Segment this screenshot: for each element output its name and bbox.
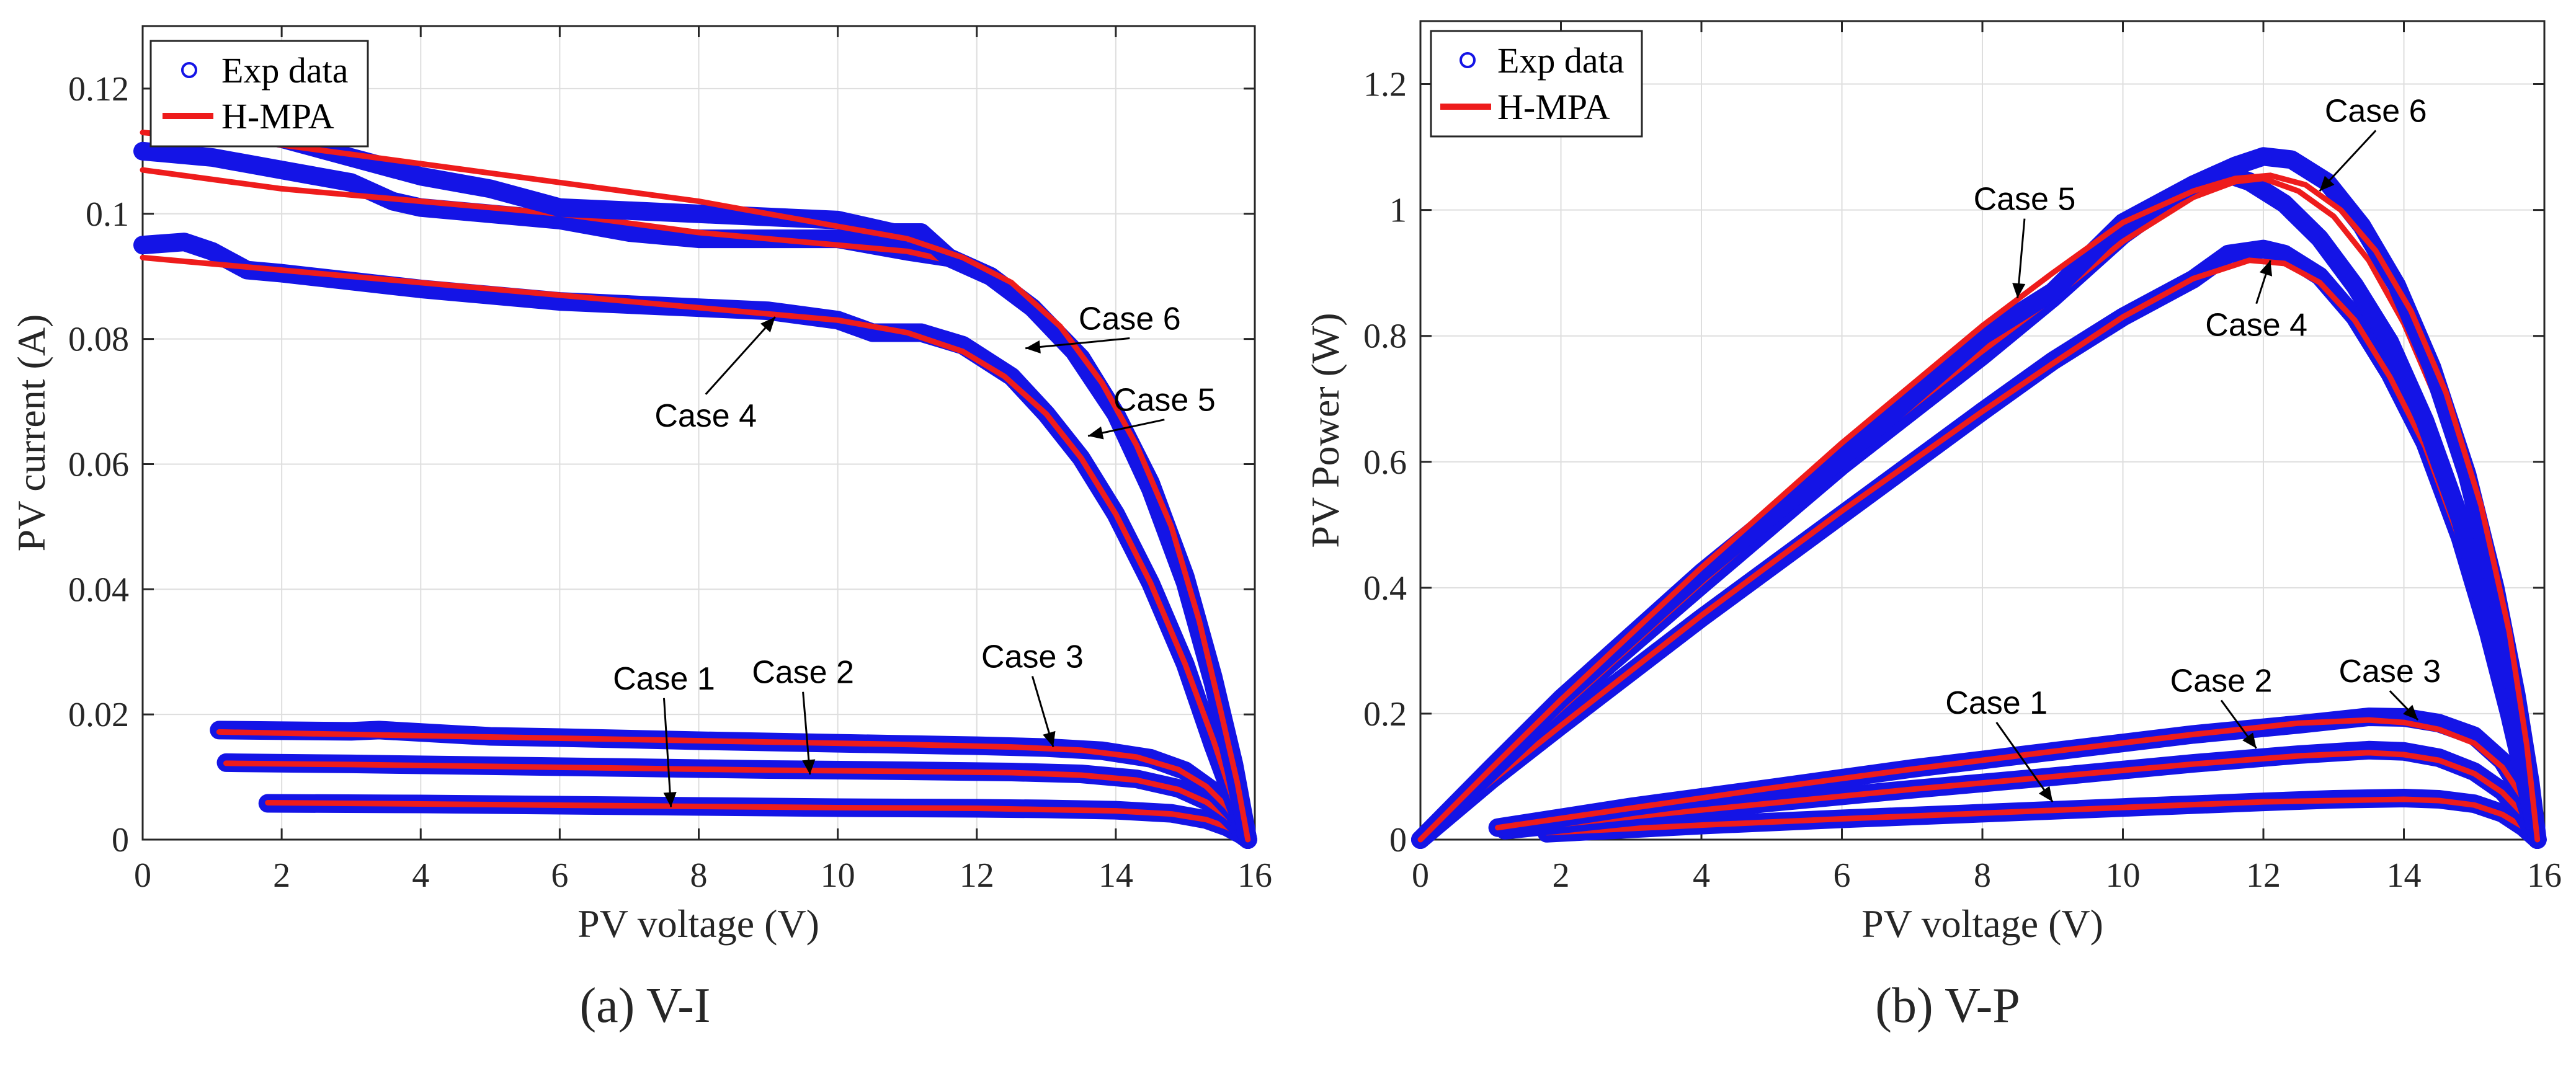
- series-case-3-h-mpa-fit: [216, 729, 1251, 843]
- legend-box: [149, 40, 369, 148]
- y-tick-label: 1.2: [1363, 66, 1407, 104]
- annotation-label-case-3: Case 3: [981, 639, 1084, 675]
- annotation-label-case-6: Case 6: [1079, 301, 1181, 337]
- y-axis-label: PV Power (W): [1303, 313, 1347, 548]
- annotation-arrowhead-case-5: [1088, 426, 1104, 440]
- x-tick-label: 16: [1237, 856, 1272, 895]
- x-tick-label: 4: [412, 856, 429, 895]
- curves: [1411, 147, 2547, 849]
- x-tick-label: 6: [551, 856, 568, 895]
- annotation-arrowhead-case-2: [802, 759, 816, 775]
- x-tick-label: 6: [1834, 856, 1851, 895]
- annotation-arrowhead-case-1: [663, 792, 677, 807]
- series-case-2-h-mpa-fit: [1502, 750, 2541, 843]
- legend: Exp data H-MPA: [1430, 30, 1643, 138]
- series-case-6-h-mpa-fit: [140, 130, 1251, 843]
- y-tick-label: 0: [112, 821, 129, 859]
- axes-frame: [1419, 20, 2546, 841]
- annotations: Case 1 Case 2 Case 3 Case 4 Case 5 Case 6: [1945, 93, 2441, 802]
- annotation-label-case-5: Case 5: [1974, 182, 2076, 218]
- x-axis-label: PV voltage (V): [577, 902, 819, 946]
- x-tick-label: 12: [2246, 856, 2281, 895]
- y-tick-label: 0.08: [68, 321, 129, 359]
- y-tick-label: 0.4: [1363, 569, 1407, 608]
- panel-caption: (a) V-I: [579, 979, 710, 1033]
- x-tick-label: 8: [1974, 856, 1991, 895]
- x-tick-label: 2: [1553, 856, 1570, 895]
- y-tick-label: 0.6: [1363, 443, 1407, 482]
- annotation-arrow-case-6: [1025, 337, 1130, 350]
- annotation-label-case-3: Case 3: [2338, 654, 2441, 690]
- x-tick-label: 16: [2527, 856, 2562, 895]
- annotation-arrowhead-case-3: [1043, 730, 1056, 747]
- x-tick-label: 14: [1099, 856, 1133, 895]
- x-tick-label: 0: [134, 856, 151, 895]
- series-case-1-h-mpa-fit: [1544, 796, 2541, 843]
- series-case-6-exp-data: [1411, 147, 2547, 849]
- series-case-6-h-mpa-fit: [1417, 172, 2541, 843]
- x-tick-label: 10: [2106, 856, 2141, 895]
- series-case-3-h-mpa-fit: [1495, 717, 2541, 843]
- annotation-label-case-4: Case 4: [654, 398, 757, 434]
- y-tick-label: 0.02: [68, 696, 129, 734]
- panel-vi: 0 2 4 6 8 10 12 14 16 0 0.02 0.04 0.06 0.08 0.1 0.12 Ca…: [9, 25, 1272, 1033]
- annotation-arrowhead-case-4: [2259, 260, 2273, 277]
- annotation-arrow-case-4: [705, 316, 776, 395]
- annotation-arrow-case-1: [662, 698, 672, 807]
- annotation-arrow-case-1: [1995, 722, 2054, 802]
- annotation-label-case-1: Case 1: [1945, 685, 2048, 721]
- annotations: Case 1 Case 2 Case 3 Case 4 Case 5 Case 6: [613, 301, 1216, 807]
- legend-marker-exp: [1460, 52, 1476, 68]
- x-tick-label: 2: [273, 856, 290, 895]
- x-axis-label: PV voltage (V): [1861, 902, 2103, 946]
- x-tick-label: 12: [960, 856, 994, 895]
- annotation-label-case-2: Case 2: [2170, 663, 2273, 699]
- y-tick-label: 0: [1389, 821, 1407, 859]
- y-tick-label: 0.12: [68, 70, 129, 109]
- legend-label-exp: Exp data: [1497, 40, 1624, 81]
- annotation-label-case-5: Case 5: [1113, 383, 1216, 419]
- curves: [133, 110, 1257, 849]
- y-tick-label: 1: [1389, 192, 1407, 230]
- y-tick-label: 0.8: [1363, 317, 1407, 356]
- tick-labels: 0 2 4 6 8 10 12 14 16 0 0.2 0.4 0.6 0.8 1 1.2: [1363, 66, 2562, 895]
- legend-label-exp: Exp data: [221, 50, 349, 91]
- annotation-label-case-6: Case 6: [2325, 93, 2427, 129]
- x-tick-label: 8: [690, 856, 708, 895]
- tick-labels: 0 2 4 6 8 10 12 14 16 0 0.02 0.04 0.06 0.08 0.1 0.12: [68, 70, 1272, 895]
- legend-label-fit: H-MPA: [1497, 87, 1610, 127]
- annotation-arrowhead-case-4: [760, 317, 775, 333]
- panel-caption: (b) V-P: [1875, 979, 2020, 1033]
- legend-marker-exp: [181, 62, 197, 78]
- y-axis-label: PV current (A): [9, 314, 53, 552]
- series-case-4-h-mpa-fit: [140, 254, 1251, 843]
- y-tick-label: 0.1: [86, 195, 129, 234]
- annotation-label-case-2: Case 2: [752, 655, 854, 691]
- annotation-label-case-1: Case 1: [613, 661, 715, 697]
- legend: Exp data H-MPA: [149, 40, 369, 148]
- y-tick-label: 0.04: [68, 570, 129, 609]
- axes-frame: [141, 25, 1256, 841]
- annotation-arrowhead-case-6: [2319, 175, 2335, 192]
- x-tick-label: 10: [821, 856, 855, 895]
- y-tick-label: 0.2: [1363, 695, 1407, 734]
- annotation-arrowhead-case-6: [1025, 340, 1041, 354]
- x-tick-label: 14: [2387, 856, 2422, 895]
- legend-box: [1430, 30, 1643, 138]
- y-tick-label: 0.06: [68, 445, 129, 484]
- x-tick-label: 4: [1693, 856, 1710, 895]
- annotation-arrowhead-case-1: [2038, 786, 2053, 802]
- annotation-label-case-4: Case 4: [2205, 308, 2307, 344]
- x-tick-label: 0: [1412, 856, 1429, 895]
- annotation-arrowhead-case-3: [2403, 704, 2418, 721]
- annotation-arrowhead-case-2: [2242, 732, 2257, 748]
- annotation-arrowhead-case-5: [2012, 283, 2026, 298]
- legend-label-fit: H-MPA: [221, 96, 334, 136]
